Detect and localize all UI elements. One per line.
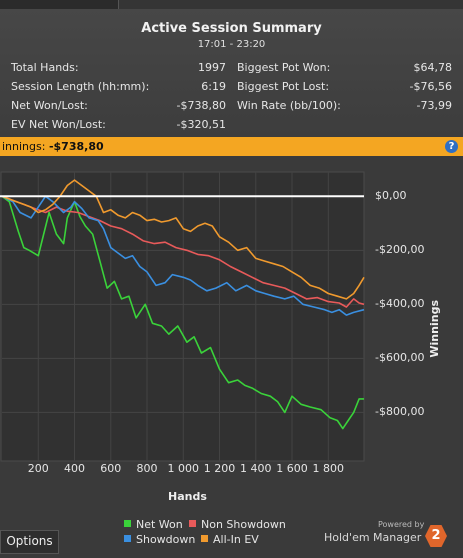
stat-label: Biggest Pot Won: [237,61,331,74]
legend-label: Net Won [136,518,183,531]
help-icon[interactable]: ? [445,140,458,153]
y-tick-label: -$400,00 [375,297,425,311]
stat-label: Session Length (hh:mm): [11,80,150,93]
series-line-net-won [1,195,364,430]
legend-label: All-In EV [213,533,259,546]
top-strip [0,0,463,9]
stat-label: Win Rate (bb/100): [237,99,341,112]
y-tick-label: -$200,00 [375,243,425,257]
y-axis-label: Winnings [428,300,441,358]
legend-item-net-won[interactable]: Net Won [124,518,183,531]
stat-value: $64,78 [413,61,453,74]
x-axis-label: Hands [168,490,207,503]
x-tick-label: 1 400 [240,462,272,475]
plot-frame [0,171,365,462]
summary-title: Active Session Summary [141,21,322,36]
stat-value: 6:19 [201,80,226,93]
x-tick-label: 1 600 [276,462,308,475]
legend-label: Showdown [136,533,196,546]
x-tick-label: 1 200 [203,462,236,475]
x-tick-label: 800 [136,462,158,475]
hm2-logo-icon: 2 [425,525,447,547]
x-tick-label: 200 [27,462,49,475]
stat-label: Net Won/Lost: [11,99,88,112]
winnings-chart [0,171,365,462]
stat-label: Total Hands: [11,61,79,74]
legend-swatch [124,535,131,542]
stat-value: 1997 [198,61,226,74]
stat-value: -$76,56 [409,80,452,93]
winnings-label: innings: [2,140,46,153]
time-range: 17:01 - 23:20 [197,39,266,50]
options-button[interactable]: Options [0,530,59,554]
x-tick-label: 400 [64,462,85,475]
series-line-showdown [1,195,365,316]
winnings-bar: innings: -$738,80 ? [0,137,463,156]
series-lines [0,179,365,430]
legend-item-all-in-ev[interactable]: All-In EV [201,533,259,546]
y-tick-label: $0,00 [375,189,407,203]
legend-swatch [189,520,196,527]
y-tick-label: -$800,00 [375,405,425,419]
brand-name: Hold'em Manager [324,531,422,544]
legend-item-showdown[interactable]: Showdown [124,533,195,546]
window-tab-strip [118,0,463,9]
x-tick-label: 1 000 [167,462,200,475]
stat-value: -$320,51 [176,118,226,131]
legend-label: Non Showdown [201,518,286,531]
session-summary-panel: Active Session Summary 17:01 - 23:20 [0,9,463,136]
series-line-all-in-ev [1,179,365,300]
stat-label: EV Net Won/Lost: [11,118,106,131]
stat-value: -73,99 [416,99,452,112]
stat-value: -$738,80 [176,99,226,112]
legend-swatch [124,520,131,527]
winnings-label-group: innings: -$738,80 [2,140,104,153]
legend-item-non-showdown[interactable]: Non Showdown [189,518,286,531]
stat-label: Biggest Pot Lost: [237,80,330,93]
winnings-value: -$738,80 [48,140,104,153]
legend-swatch [201,535,208,542]
x-tick-label: 1 800 [312,462,345,475]
powered-by-label: Powered by [378,520,425,529]
y-tick-label: -$600,00 [375,351,425,365]
x-tick-label: 600 [100,462,122,475]
